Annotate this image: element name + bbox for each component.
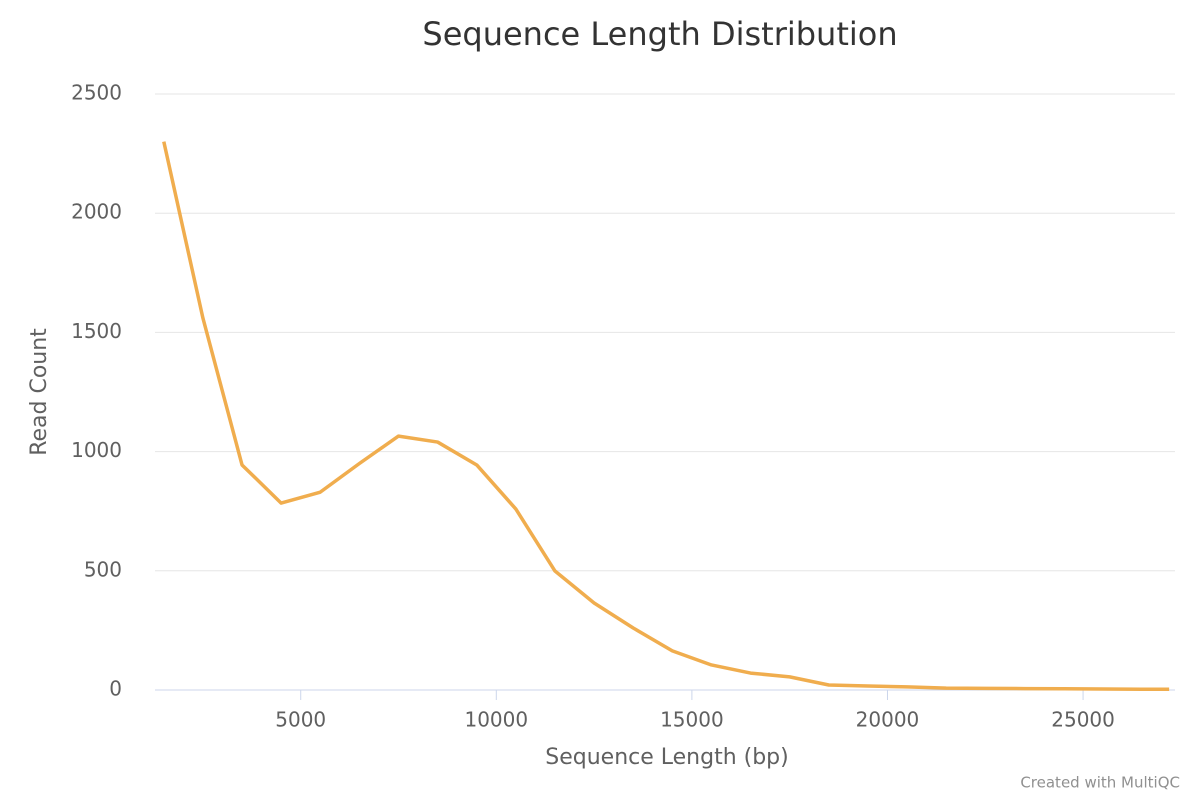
y-tick-label: 2500 (71, 81, 122, 105)
y-tick-label: 500 (84, 557, 122, 581)
x-tick-label: 10000 (464, 708, 528, 732)
data-line (162, 141, 1170, 692)
x-tick-label: 15000 (660, 708, 724, 732)
x-tick-label: 25000 (1051, 708, 1115, 732)
y-tick-label: 0 (109, 677, 122, 701)
chart-title: Sequence Length Distribution (422, 15, 897, 53)
y-tick-label: 1500 (71, 319, 122, 343)
y-axis-label: Read Count (27, 328, 52, 456)
x-axis-label: Sequence Length (bp) (545, 745, 788, 770)
y-tick-label: 2000 (71, 200, 122, 224)
y-tick-label: 1000 (71, 438, 122, 462)
x-tick-label: 5000 (275, 708, 326, 732)
credits: Created with MultiQC (1020, 774, 1180, 792)
x-tick-label: 20000 (856, 708, 920, 732)
